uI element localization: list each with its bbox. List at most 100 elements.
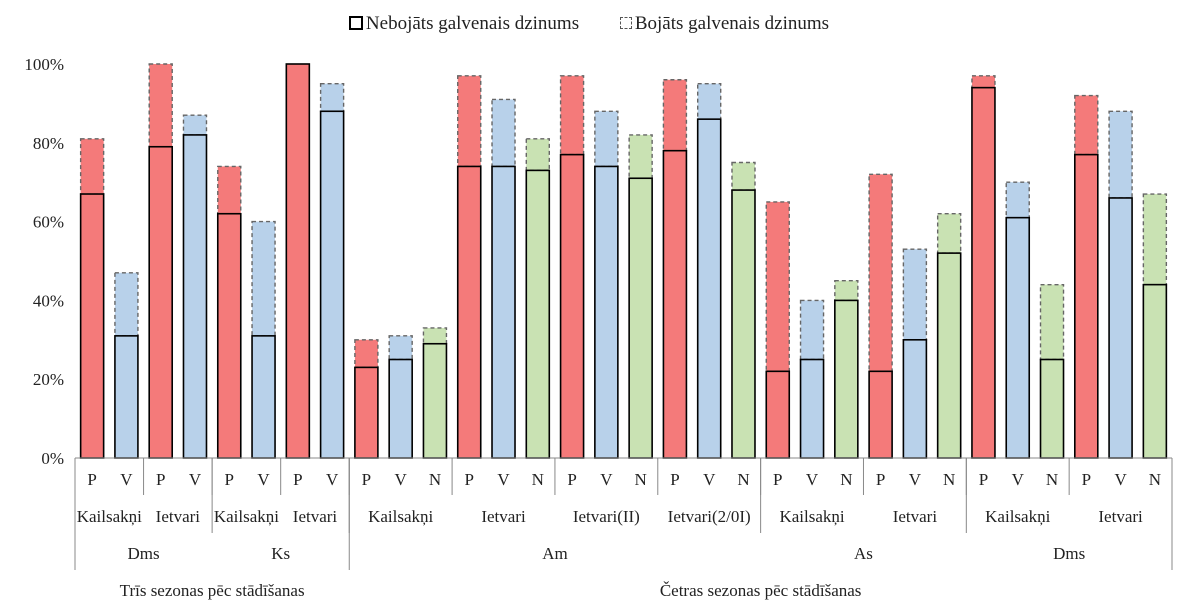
bar-undamaged — [696, 118, 722, 459]
bar-undamaged — [525, 169, 551, 459]
bar-undamaged — [182, 134, 208, 459]
x-tick-label: P — [567, 470, 576, 489]
y-tick-label: 20% — [33, 370, 64, 389]
x-tick-label: V — [1114, 470, 1127, 489]
bar-damaged — [765, 201, 790, 373]
group-level2-label: Ietvari — [893, 507, 938, 526]
x-tick-label: N — [943, 470, 955, 489]
bar-damaged — [217, 165, 242, 215]
group-level3-label: Dms — [128, 544, 160, 563]
y-tick-label: 40% — [33, 291, 64, 310]
x-tick-label: N — [532, 470, 544, 489]
group-level2-label: Ietvari — [481, 507, 526, 526]
bar-undamaged — [114, 335, 139, 459]
group-level2-label: Kailsakņi — [77, 507, 142, 526]
group-level4-label: Četras sezonas pēc stādīšanas — [660, 581, 862, 600]
x-tick-label: P — [670, 470, 679, 489]
bar-damaged — [1108, 110, 1133, 199]
group-level3-label: As — [854, 544, 873, 563]
bar-undamaged — [1142, 283, 1168, 459]
bar-undamaged — [251, 335, 276, 459]
bar-undamaged — [662, 149, 688, 459]
x-tick-label: P — [87, 470, 96, 489]
bar-damaged — [148, 63, 173, 148]
bar-undamaged — [971, 86, 996, 459]
bar-undamaged — [628, 177, 653, 459]
bar-damaged — [628, 134, 653, 179]
y-tick-label: 0% — [41, 449, 64, 468]
bar-damaged — [525, 138, 550, 172]
bar-undamaged — [731, 189, 756, 459]
x-tick-label: V — [257, 470, 270, 489]
bar-damaged — [114, 272, 139, 337]
bar-damaged — [799, 299, 825, 361]
y-tick-label: 100% — [24, 55, 64, 74]
bar-damaged — [388, 335, 413, 361]
x-tick-label: N — [737, 470, 749, 489]
x-tick-label: V — [909, 470, 922, 489]
bar-undamaged — [319, 110, 345, 459]
group-level2-label: Kailsakņi — [779, 507, 844, 526]
bar-undamaged — [388, 358, 413, 459]
bar-damaged — [594, 110, 619, 168]
bar-damaged — [834, 280, 859, 302]
bar-undamaged — [1108, 197, 1133, 459]
y-tick-label: 80% — [33, 134, 64, 153]
legend-item-damaged: Bojāts galvenais dzinums — [619, 12, 830, 35]
legend-label-damaged: Bojāts galvenais dzinums — [634, 12, 830, 34]
bar-damaged — [182, 114, 208, 136]
group-level2-label: Ietvari — [156, 507, 201, 526]
group-level2-label: Ietvari(2/0I) — [668, 507, 751, 526]
bar-undamaged — [456, 165, 482, 459]
bar-undamaged — [148, 145, 174, 459]
x-tick-label: V — [120, 470, 133, 489]
x-tick-label: P — [1082, 470, 1091, 489]
bar-damaged — [1074, 94, 1099, 156]
bar-undamaged — [799, 358, 825, 459]
x-tick-label: P — [156, 470, 165, 489]
x-tick-label: N — [1149, 470, 1161, 489]
bar-undamaged — [354, 366, 379, 459]
bar-undamaged — [1005, 216, 1031, 459]
legend-swatch-solid-icon — [348, 16, 363, 31]
x-tick-label: N — [635, 470, 647, 489]
bar-undamaged — [422, 342, 448, 459]
x-tick-label: P — [293, 470, 302, 489]
group-level2-label: Ietvari — [293, 507, 338, 526]
bar-damaged — [1142, 193, 1168, 286]
bar-undamaged — [285, 63, 311, 459]
group-level3-label: Ks — [271, 544, 290, 563]
bar-damaged — [319, 82, 345, 112]
bar-undamaged — [491, 165, 516, 459]
x-tick-label: V — [189, 470, 202, 489]
bar-undamaged — [79, 193, 105, 459]
legend-label-undamaged: Nebojāts galvenais dzinums — [365, 12, 580, 34]
legend-item-undamaged: Nebojāts galvenais dzinums — [348, 12, 580, 35]
bar-undamaged — [936, 252, 962, 459]
group-level2-label: Kailsakņi — [214, 507, 279, 526]
bar-damaged — [902, 248, 928, 341]
bar-damaged — [662, 79, 688, 152]
bar-undamaged — [868, 370, 893, 459]
y-tick-label: 60% — [33, 213, 64, 232]
bar-undamaged — [765, 370, 791, 459]
x-tick-label: P — [225, 470, 234, 489]
bar-undamaged — [1039, 358, 1065, 459]
bar-undamaged — [1073, 153, 1099, 459]
bar-undamaged — [594, 165, 619, 459]
bar-damaged — [251, 220, 276, 337]
bar-damaged — [936, 213, 962, 254]
x-tick-label: V — [395, 470, 408, 489]
bar-undamaged — [216, 212, 242, 459]
group-level4-label: Trīs sezonas pēc stādīšanas — [120, 581, 305, 600]
group-level2-label: Ietvari — [1098, 507, 1143, 526]
legend-swatch-dashed-icon — [619, 17, 632, 30]
x-tick-label: P — [362, 470, 371, 489]
x-tick-label: N — [840, 470, 852, 489]
x-tick-label: P — [773, 470, 782, 489]
legend: Nebojāts galvenais dzinums Bojāts galven… — [0, 12, 1178, 35]
group-level3-label: Dms — [1053, 544, 1085, 563]
bar-damaged — [354, 339, 379, 369]
x-tick-label: P — [876, 470, 885, 489]
